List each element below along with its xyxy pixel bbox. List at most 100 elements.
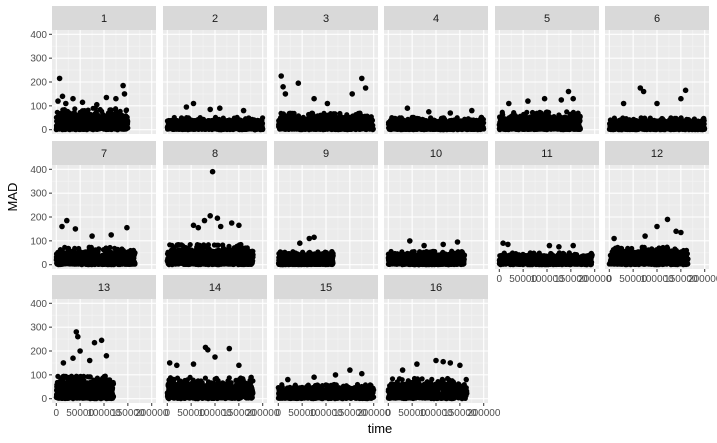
data-point — [668, 115, 674, 121]
data-point — [409, 114, 415, 120]
data-point — [61, 115, 67, 121]
data-point — [170, 118, 177, 124]
data-point — [123, 108, 129, 114]
data-point — [337, 110, 343, 117]
data-point — [686, 117, 692, 123]
data-point — [626, 126, 632, 132]
facet-strip-label: 5 — [544, 13, 550, 25]
data-point — [557, 117, 563, 123]
data-point — [551, 114, 557, 120]
facet-strip-label: 4 — [433, 13, 439, 25]
outlier-point — [654, 100, 660, 107]
outlier-point — [311, 95, 317, 102]
data-point — [362, 115, 368, 121]
data-point — [695, 126, 701, 132]
data-point — [78, 113, 84, 119]
data-point — [414, 115, 420, 121]
data-point — [178, 115, 185, 121]
data-point — [83, 123, 89, 129]
data-point — [116, 115, 122, 121]
data-point — [499, 110, 505, 117]
data-point — [99, 108, 105, 114]
data-point — [313, 126, 319, 132]
data-point — [197, 115, 203, 121]
outlier-point — [190, 100, 197, 107]
data-point — [256, 126, 262, 132]
outlier-point — [59, 93, 66, 100]
outlier-point — [447, 110, 454, 116]
data-point — [318, 125, 324, 131]
outlier-point — [682, 87, 689, 94]
data-point — [208, 120, 215, 126]
data-point — [325, 112, 331, 118]
outlier-point — [278, 73, 285, 79]
outlier-point — [70, 95, 76, 102]
data-point — [204, 120, 210, 127]
points — [164, 100, 266, 133]
outlier-point — [55, 98, 61, 104]
facet-panel-1: 1 — [52, 6, 156, 134]
outlier-point — [525, 98, 531, 104]
data-point — [186, 120, 192, 127]
data-point — [65, 126, 72, 132]
facet-strip-label: 1 — [101, 13, 107, 25]
data-point — [386, 119, 392, 125]
outlier-point — [570, 95, 576, 102]
data-point — [691, 121, 697, 127]
data-point — [235, 125, 242, 131]
facet-strip-label: 2 — [212, 13, 218, 25]
data-point — [122, 115, 128, 121]
data-point — [250, 117, 256, 124]
data-point — [234, 120, 240, 126]
data-point — [81, 118, 87, 124]
data-point — [475, 127, 481, 133]
outlier-point — [349, 91, 356, 97]
outlier-point — [558, 97, 565, 103]
data-point — [453, 116, 459, 123]
data-point — [333, 126, 339, 132]
facet-panel-4: 4 — [384, 6, 488, 134]
outlier-point — [469, 107, 475, 114]
outlier-point — [79, 99, 86, 106]
facet-strip — [52, 6, 156, 30]
data-point — [577, 114, 583, 120]
data-point — [444, 121, 450, 127]
outlier-point — [678, 95, 684, 102]
outlier-point — [121, 91, 128, 97]
points — [53, 75, 131, 133]
data-point — [174, 126, 180, 132]
data-point — [367, 125, 374, 131]
data-point — [101, 120, 108, 126]
data-point — [350, 118, 356, 124]
data-point — [473, 117, 479, 123]
data-point — [244, 125, 251, 131]
data-point — [106, 115, 112, 121]
data-point — [280, 111, 286, 117]
facet-panel-6: 6 — [605, 6, 709, 134]
data-point — [479, 114, 485, 120]
data-point — [347, 125, 353, 131]
data-point — [426, 119, 432, 125]
outlier-point — [359, 75, 365, 82]
data-point — [306, 111, 312, 118]
data-point — [398, 115, 404, 121]
data-point — [220, 119, 226, 125]
data-point — [539, 115, 545, 121]
outlier-point — [63, 100, 69, 107]
outlier-point — [56, 75, 63, 82]
outlier-point — [541, 95, 548, 102]
data-point — [678, 119, 684, 125]
data-point — [107, 107, 113, 113]
data-point — [460, 118, 466, 125]
data-point — [537, 109, 543, 115]
outlier-point — [94, 101, 100, 108]
outlier-point — [103, 94, 110, 101]
data-point — [362, 119, 368, 125]
data-point — [90, 105, 96, 111]
data-point — [556, 112, 562, 118]
data-point — [241, 120, 247, 127]
data-point — [285, 118, 291, 124]
data-point — [608, 119, 614, 125]
data-point — [569, 124, 575, 130]
